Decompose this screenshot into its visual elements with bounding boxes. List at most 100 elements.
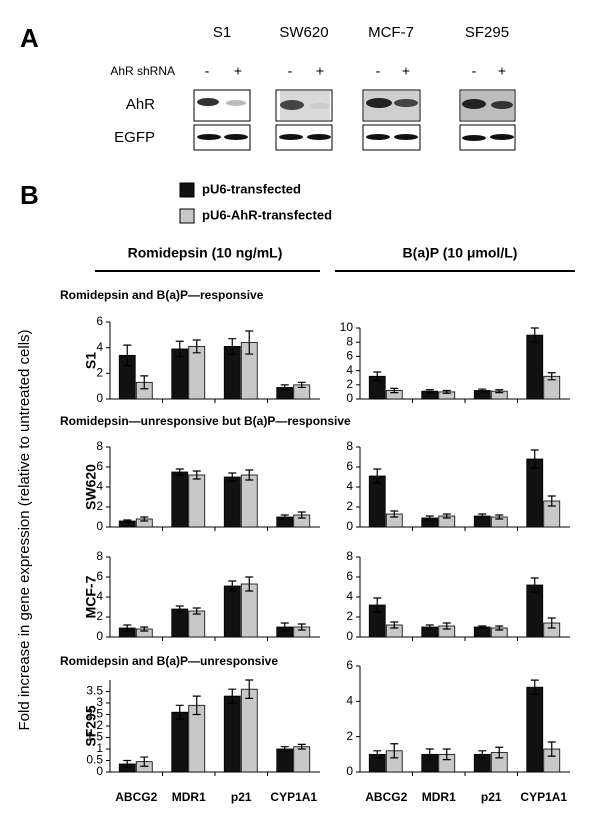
- bar: [240, 583, 258, 638]
- error-bar: [425, 624, 434, 630]
- error-bar: [245, 679, 254, 699]
- y-tick-label: 4: [346, 694, 353, 708]
- bar: [188, 610, 206, 638]
- error-bar: [123, 759, 132, 768]
- cell-line-label: MCF-7: [368, 24, 414, 41]
- y-tick-label: 2: [96, 366, 103, 380]
- panel-label: B: [20, 180, 39, 210]
- x-tick-label: ABCG2: [115, 790, 157, 804]
- cell-line-label: SF295: [465, 24, 509, 41]
- row-label: S1: [83, 352, 99, 369]
- bar: [526, 334, 544, 400]
- column-header: Romidepsin (10 ng/mL): [128, 245, 283, 261]
- y-tick-label: 2: [96, 499, 103, 513]
- bar: [526, 458, 544, 528]
- error-bar: [442, 748, 451, 761]
- y-tick-label: 6: [346, 459, 353, 473]
- error-bar: [442, 513, 451, 519]
- error-bar: [530, 449, 539, 469]
- row-label: AhR: [126, 96, 155, 113]
- legend-label: pU6-transfected: [202, 181, 301, 196]
- error-bar: [425, 389, 434, 394]
- lane-label: +: [316, 63, 324, 79]
- y-tick-label: 10: [340, 320, 354, 334]
- error-bar: [245, 330, 254, 355]
- y-tick-label: 1: [96, 741, 103, 755]
- lane-label: -: [472, 63, 477, 79]
- error-bar: [297, 743, 306, 750]
- x-tick-label: MDR1: [422, 790, 456, 804]
- column-header: B(a)P (10 μmol/L): [403, 245, 518, 261]
- error-bar: [123, 624, 132, 632]
- y-tick-label: 0: [96, 391, 103, 405]
- error-bar: [495, 389, 504, 394]
- error-bar: [228, 580, 237, 592]
- error-bar: [175, 468, 184, 476]
- error-bar: [192, 470, 201, 480]
- error-bar: [192, 695, 201, 716]
- error-bar: [478, 388, 487, 393]
- y-tick-label: 0: [346, 764, 353, 778]
- y-tick-label: 0: [346, 519, 353, 533]
- error-bar: [530, 679, 539, 695]
- lane-label: +: [498, 63, 506, 79]
- error-bar: [373, 597, 382, 613]
- error-bar: [228, 338, 237, 355]
- blots: [193, 89, 516, 151]
- y-tick-label: 6: [96, 569, 103, 583]
- lane-label: -: [376, 63, 381, 79]
- error-bar: [297, 381, 306, 389]
- error-bar: [373, 750, 382, 759]
- y-tick-label: 4: [96, 479, 103, 493]
- error-bar: [245, 469, 254, 481]
- lane-label: -: [288, 63, 293, 79]
- x-tick-label: CYP1A1: [270, 790, 317, 804]
- error-bar: [280, 514, 289, 520]
- error-bar: [280, 746, 289, 752]
- error-bar: [140, 756, 149, 767]
- y-tick-label: 8: [96, 439, 103, 453]
- y-tick-label: 0.5: [86, 753, 103, 767]
- error-bar: [547, 372, 556, 381]
- shrna-label: AhR shRNA: [110, 64, 175, 78]
- bar: [526, 584, 544, 638]
- y-tick-label: 0: [96, 764, 103, 778]
- error-bar: [280, 622, 289, 632]
- legend-swatch: [179, 182, 195, 198]
- error-bar: [297, 511, 306, 519]
- error-bar: [478, 625, 487, 629]
- cell-line-label: S1: [213, 24, 231, 41]
- y-tick-label: 8: [346, 439, 353, 453]
- error-bar: [547, 617, 556, 629]
- y-tick-label: 2: [346, 609, 353, 623]
- error-bar: [425, 748, 434, 761]
- error-bar: [373, 468, 382, 484]
- legend-swatch: [179, 208, 195, 224]
- error-bar: [123, 519, 132, 523]
- row-label: SF295: [83, 705, 99, 746]
- blot-bands: [197, 91, 514, 141]
- y-tick-label: 8: [346, 549, 353, 563]
- x-tick-label: p21: [481, 790, 502, 804]
- error-bar: [390, 621, 399, 629]
- lane-label: +: [234, 63, 242, 79]
- bar: [171, 608, 189, 638]
- y-tick-label: 4: [346, 589, 353, 603]
- legend-label: pU6-AhR-transfected: [202, 207, 332, 222]
- y-tick-label: 6: [346, 349, 353, 363]
- error-bar: [192, 339, 201, 354]
- error-bar: [547, 741, 556, 757]
- y-tick-label: 4: [96, 589, 103, 603]
- y-tick-label: 3.5: [86, 684, 103, 698]
- row-label: MCF-7: [83, 575, 99, 618]
- y-tick-label: 2: [96, 609, 103, 623]
- error-bar: [390, 743, 399, 759]
- bar: [223, 476, 241, 528]
- y-tick-label: 0: [346, 391, 353, 405]
- error-bar: [390, 387, 399, 394]
- error-bar: [495, 514, 504, 520]
- error-bar: [373, 371, 382, 382]
- bar: [368, 475, 386, 528]
- error-bar: [175, 340, 184, 358]
